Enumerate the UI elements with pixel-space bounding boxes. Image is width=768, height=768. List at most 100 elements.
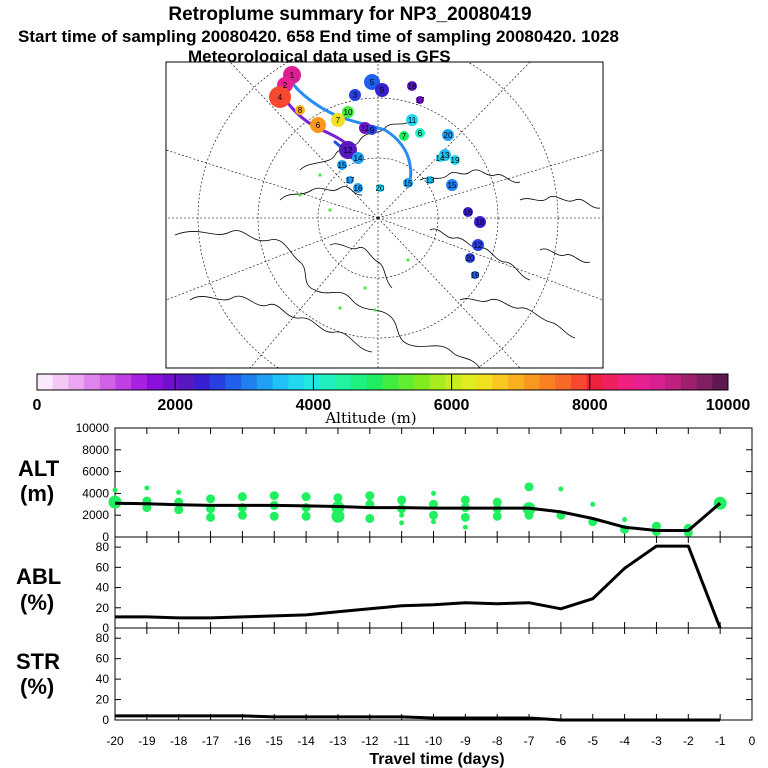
sampling-times: Start time of sampling 20080420. 658 End… xyxy=(18,27,619,46)
colorbar-swatch xyxy=(84,374,101,390)
x-tick-label: -16 xyxy=(234,734,252,748)
plume-day-label: 14 xyxy=(354,154,363,163)
x-tick-label: -15 xyxy=(266,734,284,748)
x-tick-label: -13 xyxy=(329,734,347,748)
plume-point xyxy=(301,511,311,521)
x-tick-label: -9 xyxy=(460,734,471,748)
colorbar-swatch xyxy=(633,374,650,390)
plume-speck xyxy=(338,306,342,310)
x-tick-label: -19 xyxy=(138,734,156,748)
plume-day-label: 16 xyxy=(464,208,473,217)
colorbar-swatch xyxy=(162,374,179,390)
plume-point xyxy=(331,509,345,523)
colorbar-swatch xyxy=(712,374,729,390)
plume-marker xyxy=(349,89,361,101)
colorbar-swatch xyxy=(523,374,541,390)
plume-point xyxy=(558,486,564,492)
plume-point xyxy=(399,512,405,518)
y-tick-label: 4000 xyxy=(82,486,109,500)
plume-day-label: 18 xyxy=(476,218,485,227)
plume-marker xyxy=(339,141,357,159)
x-tick-label: -14 xyxy=(297,734,315,748)
y-tick-label: 8000 xyxy=(82,443,109,457)
colorbar-swatch xyxy=(680,374,698,390)
plume-day-label: 11 xyxy=(361,124,370,133)
colorbar-tick-label: 0 xyxy=(33,397,42,414)
plume-marker xyxy=(399,131,409,141)
plume-day-label: 13 xyxy=(426,176,435,185)
colorbar-swatch xyxy=(178,374,195,390)
plume-day-label: 10 xyxy=(344,108,353,117)
altitude-colorbar: 0 2000 4000 6000 8000 10000 xyxy=(33,373,750,414)
plume-point xyxy=(269,511,279,521)
colorbar-swatch xyxy=(115,374,132,390)
plume-marker xyxy=(450,155,460,165)
colorbar-swatch xyxy=(194,374,211,390)
x-tick-label: -4 xyxy=(619,734,630,748)
plume-point xyxy=(460,512,470,522)
colorbar-swatch xyxy=(256,374,274,390)
plume-day-label: 1 xyxy=(290,71,295,80)
plume-day-label: 14 xyxy=(436,154,445,163)
colorbar-swatch xyxy=(68,374,85,390)
plume-day-label: 15 xyxy=(404,179,413,188)
colorbar-swatch xyxy=(602,374,619,390)
y-tick-label: 40 xyxy=(96,672,110,686)
plume-point xyxy=(524,482,534,492)
colorbar-swatch xyxy=(618,374,635,390)
colorbar-swatch xyxy=(288,374,305,390)
panel-frame xyxy=(114,627,753,721)
plume-speck xyxy=(298,193,302,197)
plume-day-label: 19 xyxy=(451,156,460,165)
plume-day-label: 16 xyxy=(354,184,363,193)
map-coastlines xyxy=(174,119,601,368)
plume-marker xyxy=(471,271,479,279)
plume-marker xyxy=(331,113,345,127)
y-tick-label: 60 xyxy=(96,560,110,574)
plume-day-label: 20 xyxy=(376,184,385,193)
y-tick-label: 2000 xyxy=(82,508,109,522)
plume-marker xyxy=(295,105,305,115)
colorbar-swatch xyxy=(37,374,54,390)
plume-point xyxy=(590,501,596,507)
plume-point xyxy=(206,512,216,522)
colorbar-swatch xyxy=(319,374,336,390)
plume-marker xyxy=(442,129,454,141)
plume-marker xyxy=(403,178,413,188)
str-label-top: STR xyxy=(16,649,60,674)
plume-day-label: 4 xyxy=(278,93,283,102)
plume-point xyxy=(365,513,375,523)
colorbar-swatch xyxy=(382,374,399,390)
plume-marker xyxy=(342,106,354,118)
met-data-label: Meteorological data used is GFS xyxy=(188,47,451,66)
plume-day-label: 9 xyxy=(380,86,385,95)
x-tick-label: 0 xyxy=(749,734,756,748)
plume-day-label: 13 xyxy=(441,151,450,160)
colorbar-swatch xyxy=(209,374,226,390)
plume-point xyxy=(431,519,436,525)
plume-day-label: 17 xyxy=(416,96,425,105)
alt-panel: 10000 8000 6000 4000 2000 0 xyxy=(76,421,753,544)
colorbar-swatch xyxy=(461,374,478,390)
series-line xyxy=(115,714,721,722)
travel-time-axis: -20 -19 -18 -17 -16 -15 -14 -13 -12 -11 -10 -9 -8 -7-… xyxy=(106,734,755,748)
colorbar-swatch xyxy=(351,374,368,390)
plume-marker xyxy=(446,179,458,191)
series-line xyxy=(115,544,722,629)
plume-day-label: 7 xyxy=(402,132,407,141)
plume-marker xyxy=(426,176,434,184)
colorbar-swatch xyxy=(429,374,446,390)
map-graticule xyxy=(166,62,603,368)
plume-marker xyxy=(415,128,425,138)
plume-marker xyxy=(472,239,484,251)
colorbar-tick-label: 8000 xyxy=(572,397,608,414)
x-tick-label: -2 xyxy=(683,734,694,748)
colorbar-swatch xyxy=(445,374,462,390)
x-tick-label: -5 xyxy=(587,734,598,748)
plume-marker xyxy=(465,253,475,263)
plume-day-label: 17 xyxy=(346,176,355,185)
abl-panel: 80 60 40 20 0 xyxy=(96,536,753,635)
plume-point xyxy=(108,495,122,509)
